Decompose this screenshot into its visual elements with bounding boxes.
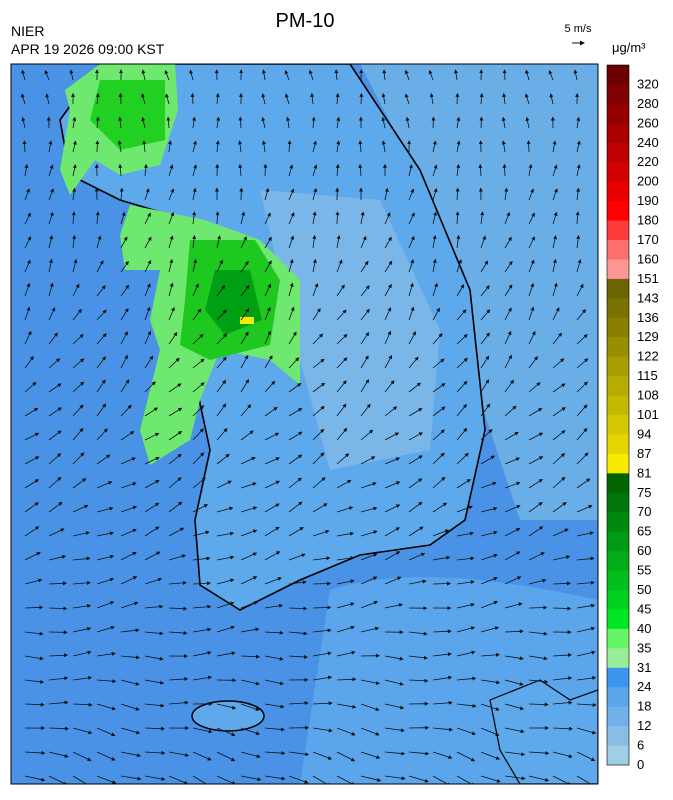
- color-segment: [607, 337, 629, 357]
- colorbar-label: 101: [637, 407, 659, 422]
- color-segment: [607, 318, 629, 338]
- color-segment: [607, 609, 629, 629]
- color-segment: [607, 221, 629, 241]
- wind-arrow: [121, 94, 122, 104]
- color-segment: [607, 143, 629, 163]
- wind-arrow: [505, 70, 506, 80]
- unit: μg/m³: [612, 40, 646, 55]
- color-segment: [607, 201, 629, 221]
- colorbar-label: 122: [637, 349, 659, 364]
- colorbar-label: 6: [637, 738, 644, 753]
- colorbar-label: 108: [637, 388, 659, 403]
- color-segment: [607, 571, 629, 591]
- colorbar-label: 151: [637, 271, 659, 286]
- colorbar: 3202802602402202001901801701601511431361…: [607, 65, 659, 772]
- wind-arrow: [97, 141, 98, 152]
- color-segment: [607, 726, 629, 746]
- colorbar-label: 180: [637, 213, 659, 228]
- colorbar-label: 18: [637, 699, 651, 714]
- colorbar-label: 240: [637, 135, 659, 150]
- color-segment: [607, 434, 629, 454]
- colorbar-label: 87: [637, 446, 651, 461]
- colorbar-label: 94: [637, 426, 651, 441]
- color-segment: [607, 493, 629, 513]
- color-segment: [607, 473, 629, 493]
- colorbar-label: 190: [637, 193, 659, 208]
- colorbar-label: 75: [637, 485, 651, 500]
- color-segment: [607, 668, 629, 688]
- colorbar-label: 70: [637, 504, 651, 519]
- wind-arrow: [433, 584, 450, 585]
- color-segment: [607, 65, 629, 85]
- colorbar-label: 24: [637, 679, 651, 694]
- colorbar-label: 143: [637, 290, 659, 305]
- color-segment: [607, 279, 629, 299]
- color-segment: [607, 182, 629, 202]
- colorbar-label: 60: [637, 543, 651, 558]
- color-segment: [607, 687, 629, 707]
- colorbar-label: 160: [637, 251, 659, 266]
- colorbar-label: 65: [637, 524, 651, 539]
- colorbar-label: 50: [637, 582, 651, 597]
- colorbar-label: 220: [637, 154, 659, 169]
- colorbar-label: 136: [637, 310, 659, 325]
- color-segment: [607, 376, 629, 396]
- colorbar-label: 260: [637, 115, 659, 130]
- wind-arrow: [481, 117, 482, 128]
- color-segment: [607, 84, 629, 104]
- color-segment: [607, 162, 629, 182]
- map: [11, 64, 598, 786]
- jeju: [192, 701, 264, 731]
- wind-arrow: [433, 117, 434, 128]
- wind-arrow: [529, 141, 530, 152]
- wind-scale-label: 5 m/s: [565, 23, 592, 35]
- timestamp: APR 19 2026 09:00 KST: [11, 41, 165, 57]
- color-segment: [607, 415, 629, 435]
- color-segment: [607, 532, 629, 552]
- color-segment: [607, 551, 629, 571]
- wind-arrow: [457, 94, 458, 104]
- color-segment: [607, 396, 629, 416]
- wind-arrow: [313, 584, 330, 585]
- wind-arrow: [361, 94, 362, 104]
- color-segment: [607, 746, 629, 766]
- color-segment: [607, 259, 629, 279]
- colorbar-label: 40: [637, 621, 651, 636]
- color-segment: [607, 240, 629, 260]
- colorbar-label: 35: [637, 640, 651, 655]
- colorbar-label: 170: [637, 232, 659, 247]
- color-segment: [607, 123, 629, 143]
- color-segment: [607, 298, 629, 318]
- color-segment: [607, 512, 629, 532]
- colorbar-label: 115: [637, 368, 658, 383]
- colorbar-label: 200: [637, 174, 659, 189]
- colorbar-label: 0: [637, 757, 644, 772]
- colorbar-label: 45: [637, 601, 651, 616]
- colorbar-label: 81: [637, 465, 651, 480]
- wind-arrow: [265, 165, 266, 176]
- color-segment: [607, 357, 629, 377]
- colorbar-label: 55: [637, 563, 651, 578]
- agency: NIER: [11, 23, 44, 39]
- colorbar-label: 12: [637, 718, 651, 733]
- title: PM-10: [276, 10, 335, 32]
- color-segment: [607, 590, 629, 610]
- colorbar-label: 280: [637, 96, 659, 111]
- colorbar-label: 320: [637, 76, 659, 91]
- colorbar-label: 129: [637, 329, 659, 344]
- colorbar-label: 31: [637, 660, 651, 675]
- color-segment: [607, 104, 629, 124]
- color-segment: [607, 707, 629, 727]
- color-segment: [607, 629, 629, 649]
- wind-arrow: [529, 608, 547, 609]
- color-segment: [607, 648, 629, 668]
- color-segment: [607, 454, 629, 474]
